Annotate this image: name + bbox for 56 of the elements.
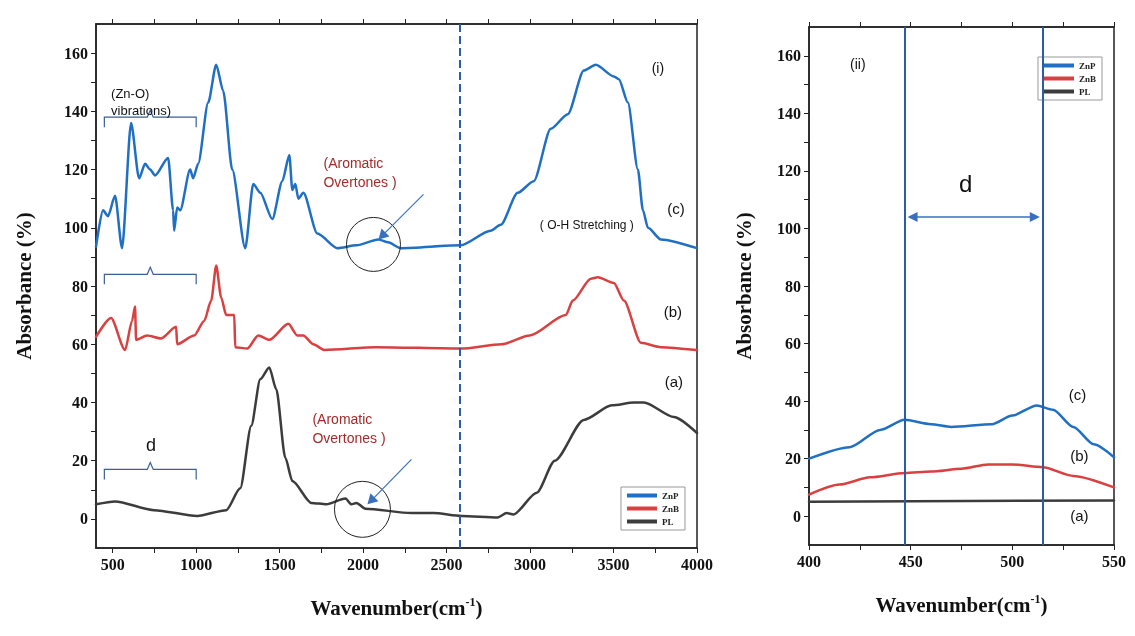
y-tick-label: 0 (80, 510, 88, 528)
line-series (94, 63, 699, 250)
y-tick-label: 60 (785, 335, 801, 353)
y-tick-label: 100 (64, 219, 88, 237)
line-series (94, 264, 699, 352)
annotation: (c) (1068, 385, 1087, 406)
x-tick-label: 500 (100, 555, 125, 573)
y-tick-label: 160 (777, 47, 801, 65)
legend-label: ZnP (661, 490, 679, 501)
annotation: (b) (663, 302, 683, 323)
annotation: (i) (651, 58, 665, 78)
y-tick-label: 120 (777, 162, 801, 180)
y-tick-label: 40 (72, 393, 88, 411)
y-tick-label: 80 (785, 277, 801, 295)
x-tick-label: 3500 (597, 555, 630, 573)
line-series (807, 463, 1116, 496)
x-tick-label: 1000 (180, 555, 213, 573)
x-tick-label: 3000 (514, 555, 547, 573)
annotation: d (146, 433, 157, 457)
legend-label: PL (661, 516, 674, 527)
y-axis-title: Absorbance (%) (11, 212, 36, 360)
y-tick-label: 140 (64, 102, 88, 120)
annotation: (Aromatic Overtones ) (312, 410, 387, 449)
annotation: (a) (1070, 506, 1089, 527)
annotation: d (958, 168, 973, 199)
annotation: (ii) (850, 54, 866, 74)
x-tick-label: 450 (898, 552, 923, 570)
x-tick-label: 550 (1102, 552, 1126, 570)
x-tick-label: 500 (1000, 552, 1025, 570)
y-tick-label: 60 (72, 335, 88, 353)
y-tick-label: 20 (72, 452, 88, 470)
annotation: ( O-H Stretching ) (539, 216, 634, 233)
x-tick-label: 4000 (681, 555, 713, 573)
y-tick-label: 140 (777, 104, 801, 122)
annotation: (c) (667, 198, 685, 219)
x-tick-label: 2000 (347, 555, 380, 573)
line-series (94, 366, 699, 519)
y-tick-label: 160 (64, 44, 88, 62)
y-tick-label: 40 (785, 392, 801, 410)
x-tick-label: 400 (797, 552, 821, 570)
y-tick-label: 120 (64, 161, 88, 179)
x-tick-label: 2500 (430, 555, 463, 573)
y-tick-label: 20 (785, 450, 801, 468)
x-tick-label: 1500 (263, 555, 296, 573)
y-tick-label: 80 (72, 277, 88, 295)
annotation: (Aromatic Overtones ) (323, 154, 398, 193)
y-axis-title: Absorbance (%) (731, 212, 756, 360)
legend-label: PL (1078, 86, 1091, 97)
legend-label: ZnB (1078, 73, 1096, 84)
annotation: (b) (1070, 445, 1089, 466)
annotation: (a) (664, 371, 684, 392)
y-tick-label: 100 (777, 219, 801, 237)
legend-label: ZnB (661, 503, 679, 514)
annotation: (Zn-O) vibrations) (111, 85, 173, 121)
y-tick-label: 0 (793, 507, 801, 525)
legend-label: ZnP (1078, 60, 1096, 71)
